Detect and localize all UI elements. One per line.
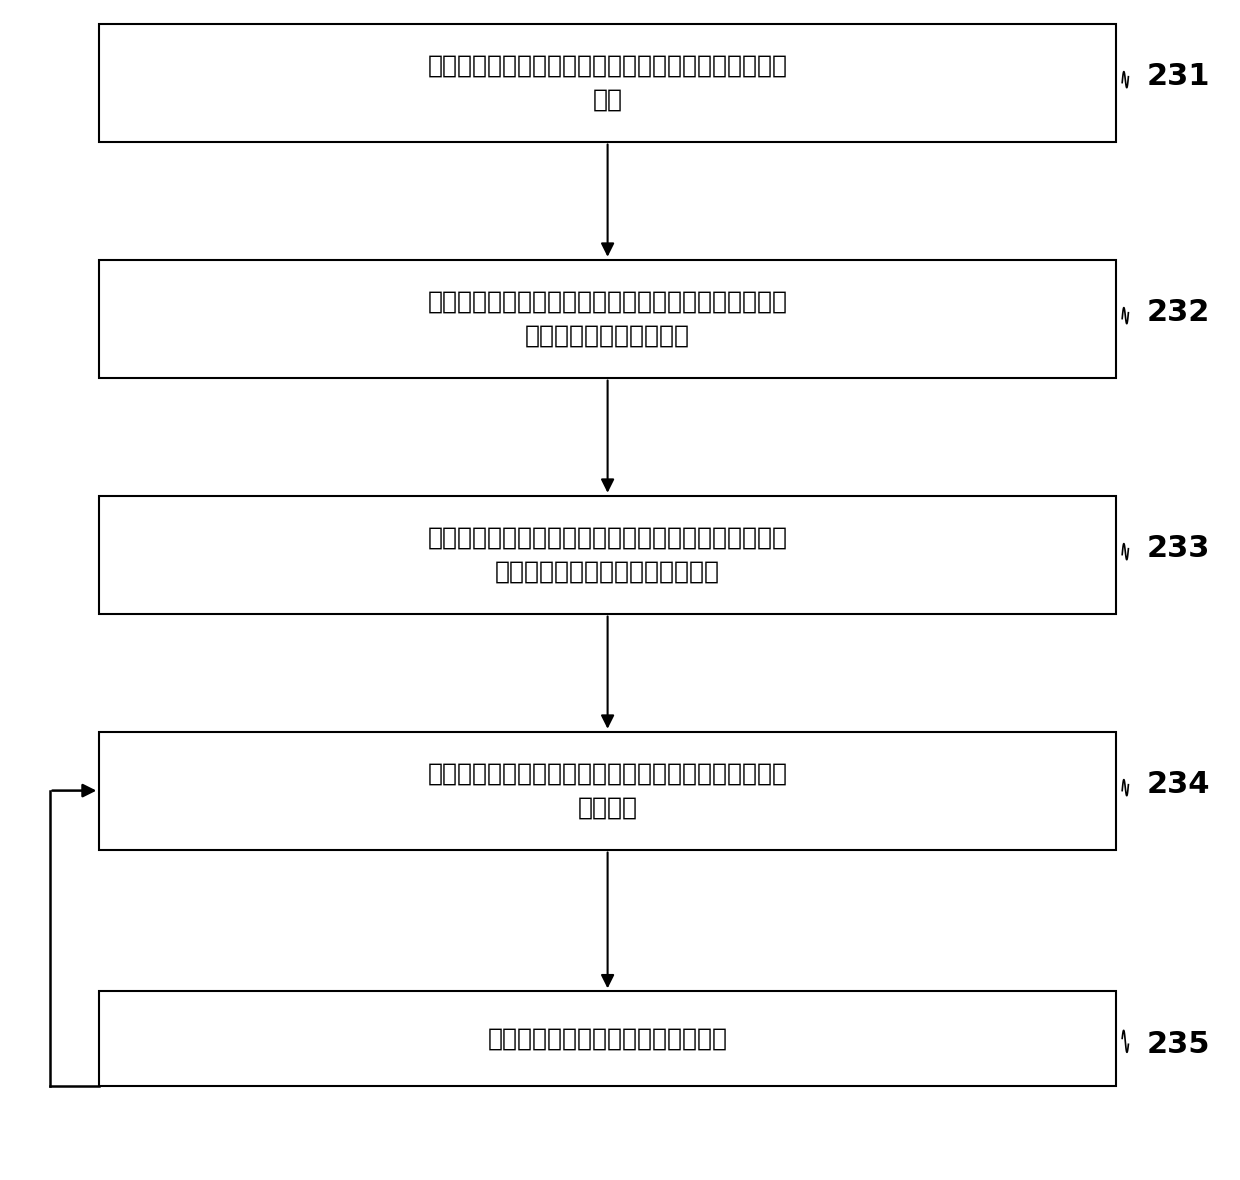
Text: 调整扫描电镜自带样品台的倾斜角度: 调整扫描电镜自带样品台的倾斜角度 — [487, 1027, 728, 1050]
Text: 235: 235 — [1147, 1030, 1210, 1058]
Text: 233: 233 — [1147, 535, 1210, 563]
Text: 设定所述步进旋转样品台及所述扫描电镜的控制参数，
以实现微观颗粒样品的全表面扫描: 设定所述步进旋转样品台及所述扫描电镜的控制参数， 以实现微观颗粒样品的全表面扫描 — [428, 526, 787, 583]
FancyBboxPatch shape — [99, 496, 1116, 614]
Text: 将所述步进旋转样品台连同所述微观颗粒样品置于扫描
电镜样品仓内的样品台上: 将所述步进旋转样品台连同所述微观颗粒样品置于扫描 电镜样品仓内的样品台上 — [428, 290, 787, 347]
FancyBboxPatch shape — [99, 991, 1116, 1086]
Text: 232: 232 — [1147, 299, 1210, 327]
FancyBboxPatch shape — [99, 732, 1116, 850]
FancyBboxPatch shape — [99, 24, 1116, 142]
Text: 231: 231 — [1147, 63, 1210, 91]
Text: 234: 234 — [1147, 771, 1210, 799]
Text: 根据所述控制参数控制所述步进旋转样品台及所述扫描
电镜工作: 根据所述控制参数控制所述步进旋转样品台及所述扫描 电镜工作 — [428, 762, 787, 819]
Text: 将微观颗粒样品的底座夹持到所述步进旋转样品台的夹
具上: 将微观颗粒样品的底座夹持到所述步进旋转样品台的夹 具上 — [428, 54, 787, 111]
FancyBboxPatch shape — [99, 260, 1116, 378]
